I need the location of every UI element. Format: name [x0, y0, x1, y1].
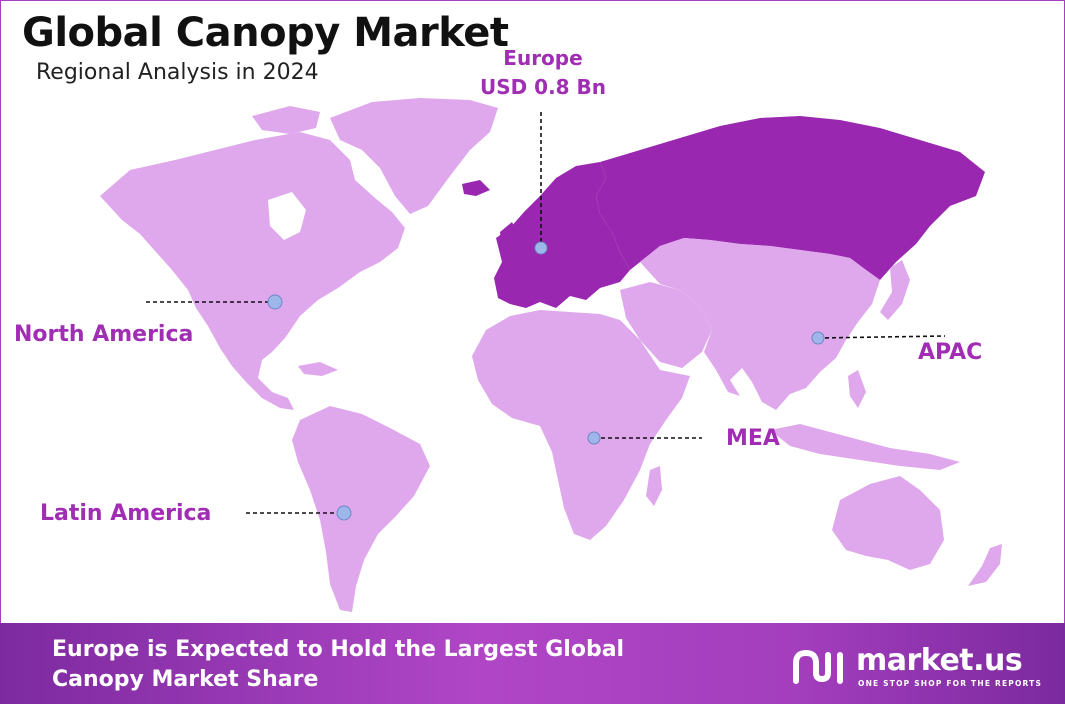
brand-name: market.us — [856, 643, 1023, 678]
madagascar-shape — [646, 466, 662, 506]
arctic-islands-shape — [252, 106, 320, 134]
brand-tagline: ONE STOP SHOP FOR THE REPORTS — [858, 679, 1043, 688]
europe-callout-value: USD 0.8 Bn — [479, 75, 607, 99]
philippines-shape — [848, 370, 866, 408]
mea-marker — [587, 431, 601, 445]
asia-shape — [640, 238, 880, 410]
market-us-logo-icon — [793, 649, 843, 684]
uk-shape — [500, 222, 520, 252]
africa-shape — [472, 310, 690, 540]
footer-text: Europe is Expected to Hold the Largest G… — [52, 635, 692, 695]
europe-marker — [534, 241, 548, 255]
latin-america-label: Latin America — [40, 501, 212, 526]
apac-leader-line — [817, 335, 946, 339]
apac-label: APAC — [918, 340, 983, 365]
australia-shape — [832, 476, 944, 570]
world-map — [100, 98, 1002, 612]
new-zealand-shape — [968, 544, 1002, 586]
europe-shape — [494, 162, 630, 308]
mea-label: MEA — [726, 426, 780, 451]
footer-banner: Europe is Expected to Hold the Largest G… — [0, 623, 1065, 704]
apac-marker — [811, 331, 825, 345]
page-subtitle: Regional Analysis in 2024 — [36, 60, 319, 85]
russia-shape — [596, 116, 985, 280]
north-america-label: North America — [14, 322, 194, 347]
page-title: Global Canopy Market — [22, 10, 509, 56]
indonesia-shape — [770, 424, 960, 470]
iceland-shape — [462, 180, 490, 196]
footer-line-2: Canopy Market Share — [52, 667, 319, 692]
japan-shape — [880, 260, 910, 320]
north-america-shape — [100, 132, 405, 410]
europe-callout-region: Europe — [503, 46, 583, 70]
caribbean-shape — [298, 362, 338, 376]
footer-line-1: Europe is Expected to Hold the Largest G… — [52, 637, 625, 662]
greenland-shape — [330, 98, 498, 214]
europe-callout: Europe USD 0.8 Bn — [468, 44, 618, 102]
south-america-shape — [292, 406, 430, 612]
hudson-bay-shape — [268, 192, 306, 240]
middle-east-shape — [620, 282, 712, 368]
north-america-marker — [267, 294, 283, 310]
brand-logo[interactable]: market.us ONE STOP SHOP FOR THE REPORTS — [790, 641, 1050, 691]
latin-america-marker — [336, 505, 352, 521]
